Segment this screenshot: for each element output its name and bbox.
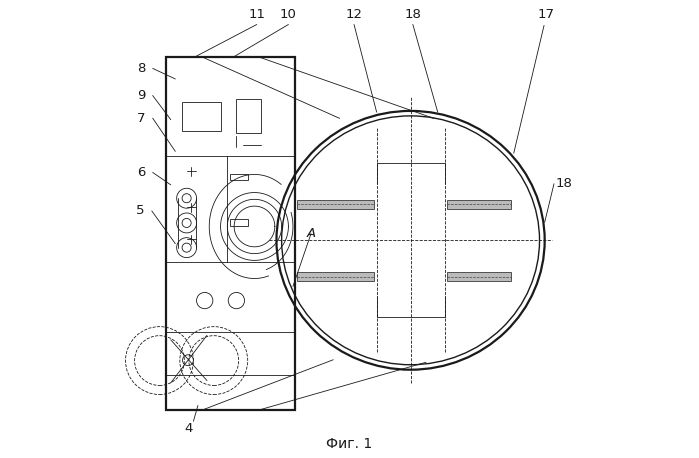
Bar <box>236 99 261 133</box>
Bar <box>297 200 375 209</box>
Text: 5: 5 <box>136 204 145 218</box>
Text: 9: 9 <box>137 89 145 102</box>
Text: 12: 12 <box>345 8 363 21</box>
Text: 11: 11 <box>248 8 265 21</box>
Text: 10: 10 <box>280 8 297 21</box>
Bar <box>166 57 295 156</box>
Text: 18: 18 <box>405 8 421 21</box>
Bar <box>166 57 295 410</box>
Bar <box>229 219 247 225</box>
Bar <box>447 272 511 281</box>
Text: 8: 8 <box>137 62 145 75</box>
Text: Фиг. 1: Фиг. 1 <box>326 437 373 451</box>
Bar <box>447 200 511 209</box>
Bar <box>182 102 221 131</box>
Text: 7: 7 <box>137 112 145 125</box>
Bar <box>297 272 375 281</box>
Text: 17: 17 <box>538 8 555 21</box>
Text: A: A <box>306 227 316 240</box>
Text: 4: 4 <box>185 421 193 435</box>
Bar <box>229 174 247 180</box>
Text: 6: 6 <box>137 166 145 179</box>
Text: 18: 18 <box>556 177 572 190</box>
